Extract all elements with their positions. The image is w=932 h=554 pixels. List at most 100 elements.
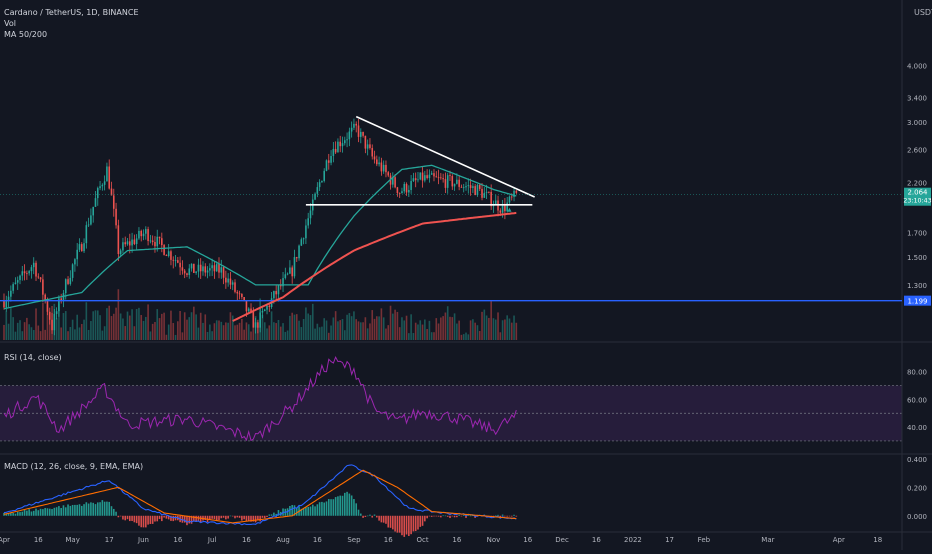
last-price-label: 2.064 xyxy=(907,189,928,197)
candle-body xyxy=(481,188,483,198)
candle-body xyxy=(362,131,364,136)
candle-body xyxy=(286,273,289,275)
macd-hist-bar xyxy=(90,502,92,516)
macd-hist-bar xyxy=(158,515,161,519)
macd-histogram xyxy=(3,491,518,537)
candle-body xyxy=(26,273,28,274)
candle-body xyxy=(449,175,451,177)
volume-bar xyxy=(188,317,191,340)
volume-bar xyxy=(60,327,62,340)
macd-hist-bar xyxy=(515,515,518,517)
macd-hist-bar xyxy=(387,515,390,528)
volume-bar xyxy=(270,311,273,340)
macd-hist-bar xyxy=(508,515,511,517)
macd-hist-bar xyxy=(124,515,127,521)
macd-hist-bar xyxy=(145,515,147,528)
macd-hist-bar xyxy=(126,515,129,520)
volume-bar xyxy=(417,324,419,340)
volume-bar xyxy=(163,312,165,340)
macd-hist-bar xyxy=(357,509,360,516)
volume-bar xyxy=(131,309,133,340)
candle-body xyxy=(440,177,442,179)
price-tick-label: 2.200 xyxy=(907,179,927,187)
candle-body xyxy=(385,164,387,173)
candle-body xyxy=(437,177,440,179)
time-tick-label: 16 xyxy=(173,536,182,544)
volume-bar xyxy=(83,319,85,340)
macd-hist-bar xyxy=(339,495,342,516)
macd-hist-bar xyxy=(414,515,417,532)
macd-hist-bar xyxy=(366,515,369,517)
volume-bar xyxy=(99,315,101,340)
volume-bar xyxy=(16,322,19,340)
volume-bar xyxy=(513,315,515,340)
candle-body xyxy=(478,184,481,189)
candle-body xyxy=(506,202,508,212)
macd-hist-bar xyxy=(401,515,403,536)
volume-bar xyxy=(266,328,268,340)
macd-hist-bar xyxy=(94,504,97,516)
macd-hist-bar xyxy=(424,515,426,522)
candle-body xyxy=(307,218,309,226)
macd-hist-bar xyxy=(501,514,504,516)
macd-hist-bar xyxy=(259,515,261,522)
volume-bar xyxy=(421,324,424,340)
macd-hist-bar xyxy=(37,510,40,516)
macd-hist-bar xyxy=(222,515,225,518)
candle-body xyxy=(16,280,19,283)
macd-hist-bar xyxy=(131,515,133,521)
macd-hist-bar xyxy=(371,515,374,518)
candle-body xyxy=(28,271,30,274)
candle-body xyxy=(131,239,133,246)
candle-body xyxy=(424,175,426,181)
candle-body xyxy=(48,311,51,320)
candle-body xyxy=(234,282,236,292)
volume-bar xyxy=(74,329,76,340)
volume-bar xyxy=(376,316,378,340)
macd-hist-bar xyxy=(385,515,387,524)
volume-bar xyxy=(225,322,227,340)
volume-bar xyxy=(106,308,108,340)
volume-bar xyxy=(12,317,14,340)
volume-bar xyxy=(348,313,351,340)
volume-bar xyxy=(510,322,513,340)
candle-body xyxy=(426,175,428,179)
macd-hist-bar xyxy=(396,515,399,533)
macd-hist-bar xyxy=(119,515,122,517)
ma50-line xyxy=(3,164,517,310)
candle-body xyxy=(199,264,202,272)
candle-body xyxy=(174,260,177,262)
volume-bar xyxy=(286,330,289,340)
macd-hist-bar xyxy=(453,515,456,518)
macd-hist-bar xyxy=(337,496,339,516)
macd-hist-bar xyxy=(279,511,282,516)
candle-body xyxy=(243,297,245,301)
volume-bar xyxy=(380,308,383,340)
candle-body xyxy=(156,236,159,247)
macd-hist-bar xyxy=(318,502,321,516)
volume-bar xyxy=(332,317,335,340)
candle-body xyxy=(467,185,470,187)
candle-body xyxy=(220,267,223,273)
macd-hist-bar xyxy=(469,515,472,517)
volume-bar xyxy=(124,326,127,340)
macd-hist-bar xyxy=(58,506,60,516)
macd-hist-bar xyxy=(403,515,406,537)
candle-body xyxy=(69,277,72,284)
time-tick-label: Oct xyxy=(416,536,428,544)
macd-hist-bar xyxy=(28,509,30,516)
macd-hist-bar xyxy=(343,492,346,516)
candle-body xyxy=(103,181,106,185)
candle-body xyxy=(188,268,191,275)
candle-body xyxy=(456,179,458,184)
volume-bar xyxy=(478,331,481,340)
macd-hist-bar xyxy=(268,514,271,516)
volume-bar xyxy=(222,325,225,340)
price-tick-label: 4.000 xyxy=(907,63,927,71)
volume-bar xyxy=(309,315,312,340)
macd-hist-bar xyxy=(110,506,113,516)
time-tick-label: 16 xyxy=(523,536,532,544)
macd-hist-bar xyxy=(5,513,8,516)
